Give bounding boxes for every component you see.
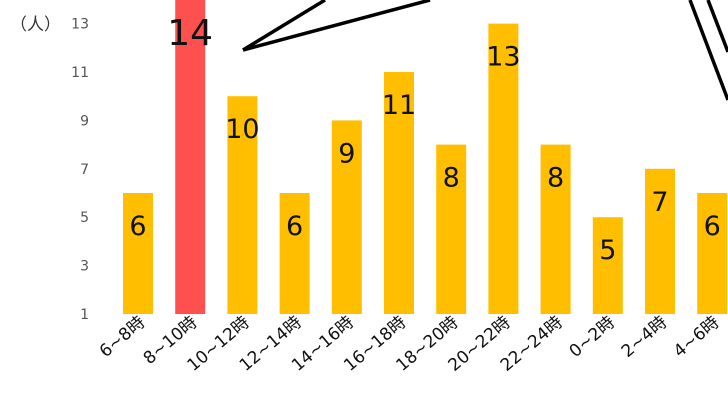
bar-6 <box>436 144 467 314</box>
data-label-9: 5 <box>599 235 616 266</box>
data-label-7: 13 <box>486 42 520 73</box>
y-tick-label-1: 1 <box>80 307 89 323</box>
bar-10 <box>645 168 675 314</box>
bar-2 <box>227 96 258 314</box>
callout-left <box>242 0 326 52</box>
callout-right-1 <box>688 0 728 101</box>
data-label-2: 10 <box>225 114 259 145</box>
x-tick-label-10: 2~4時 <box>618 313 671 362</box>
bar-11 <box>697 193 728 314</box>
data-label-8: 8 <box>547 163 564 194</box>
bar-7 <box>488 23 519 314</box>
x-tick-label-11: 4~6時 <box>670 313 723 362</box>
bar-series <box>123 0 728 315</box>
data-label-6: 8 <box>443 163 460 194</box>
data-label-4: 9 <box>338 138 355 169</box>
y-axis-unit-label: （人） <box>10 15 61 35</box>
x-axis-ticks: 6~8時8~10時10~12時12~14時14~16時16~18時18~20時2… <box>96 313 724 376</box>
y-tick-label-7: 7 <box>80 162 89 178</box>
data-label-11: 6 <box>704 211 721 242</box>
y-tick-label-11: 11 <box>71 65 89 81</box>
y-tick-label-9: 9 <box>80 113 89 129</box>
bar-8 <box>540 144 571 314</box>
y-tick-label-3: 3 <box>80 259 89 275</box>
data-label-0: 6 <box>129 211 146 242</box>
data-label-5: 11 <box>382 90 416 121</box>
data-labels: 6 14 10 6 9 11 8 13 8 5 7 6 <box>129 13 720 266</box>
x-tick-label-9: 0~2時 <box>566 313 619 362</box>
data-label-3: 6 <box>286 211 303 242</box>
bar-1 <box>175 0 206 315</box>
data-label-1: 14 <box>167 13 213 54</box>
data-label-10: 7 <box>651 187 668 218</box>
bar-9 <box>592 217 623 314</box>
bar-5 <box>384 72 414 314</box>
bar-0 <box>123 193 153 314</box>
y-tick-label-13: 13 <box>71 17 89 33</box>
bar-4 <box>331 120 362 315</box>
callout-lines <box>242 0 728 101</box>
bar-3 <box>279 193 310 314</box>
y-tick-label-5: 5 <box>80 210 89 226</box>
callout-right-2 <box>706 0 728 53</box>
callout-left-return <box>242 0 431 52</box>
